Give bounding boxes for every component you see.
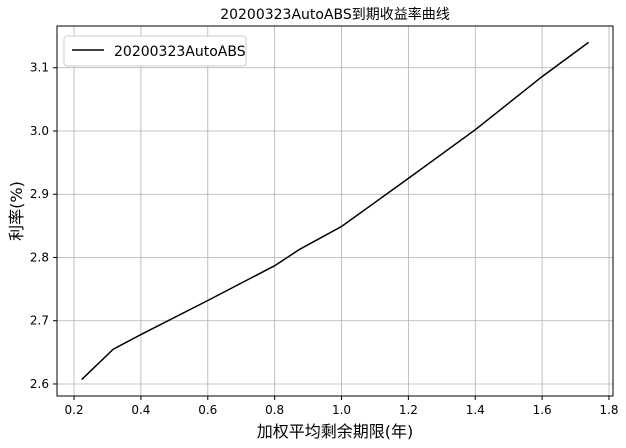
x-axis-label: 加权平均剩余期限(年): [257, 422, 414, 441]
y-tick-label: 2.7: [30, 314, 49, 328]
legend-box: [63, 35, 247, 67]
x-tick-label: 1.0: [332, 403, 351, 417]
y-tick-label: 3.1: [30, 61, 49, 75]
legend: 20200323AutoABS: [63, 35, 247, 67]
legend-entry: 20200323AutoABS: [114, 44, 246, 60]
x-tick-label: 0.8: [265, 403, 284, 417]
y-tick-label: 2.8: [30, 250, 49, 264]
x-tick-label: 1.8: [599, 403, 618, 417]
x-tick-label: 1.2: [399, 403, 418, 417]
x-tick-label: 1.6: [533, 403, 552, 417]
x-tick-label: 1.4: [466, 403, 485, 417]
y-tick-label: 3.0: [30, 124, 49, 138]
grid: [57, 26, 613, 396]
x-tick-label: 0.4: [131, 403, 150, 417]
series-layer: [81, 41, 590, 381]
x-tick-label: 0.2: [65, 403, 84, 417]
plot-frame: [56, 25, 614, 397]
x-tick-label: 0.6: [198, 403, 217, 417]
y-tick-label: 2.6: [30, 377, 49, 391]
y-axis-label: 利率(%): [7, 181, 26, 241]
y-tick-label: 2.9: [30, 187, 49, 201]
chart-title: 20200323AutoABS到期收益率曲线: [220, 6, 450, 23]
series-line: [81, 41, 590, 381]
ticks: 0.2 0.4 0.6 0.8 1.0 1.2 1.4 1.6 1.8 2.6 2.7 2.8 2.9 3…: [30, 61, 619, 417]
